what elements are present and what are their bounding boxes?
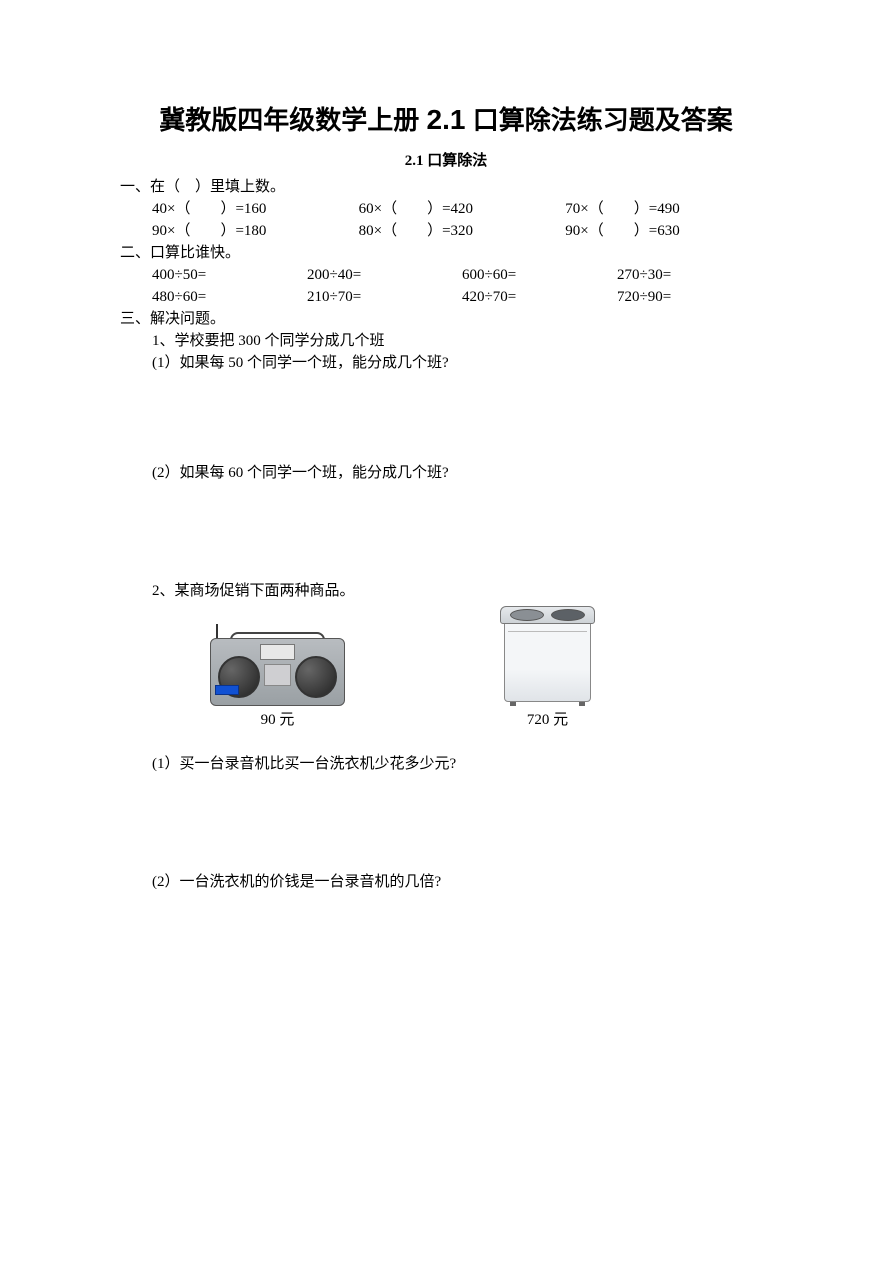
title-prefix: 冀教版四年级数学上册 <box>159 105 426 135</box>
section2-head: 二、口算比谁快。 <box>120 242 772 264</box>
eq: 420÷70= <box>462 286 617 308</box>
q2-sub2: (2）一台洗衣机的价钱是一台录音机的几倍? <box>120 871 772 893</box>
radio-price: 90 元 <box>210 708 345 729</box>
q1-sub1: (1）如果每 50 个同学一个班，能分成几个班? <box>120 352 772 374</box>
title-number: 2.1 <box>427 104 466 135</box>
eq: 200÷40= <box>307 264 462 286</box>
eq: 90×（ ）=630 <box>565 220 772 242</box>
eq: 720÷90= <box>617 286 772 308</box>
eq: 210÷70= <box>307 286 462 308</box>
section3-head: 三、解决问题。 <box>120 308 772 330</box>
radio-icon <box>210 634 345 706</box>
q1-intro: 1、学校要把 300 个同学分成几个班 <box>120 330 772 352</box>
q1-sub2: (2）如果每 60 个同学一个班，能分成几个班? <box>120 462 772 484</box>
eq: 90×（ ）=180 <box>152 220 359 242</box>
product-washer: 720 元 <box>500 606 595 729</box>
q2-sub1: (1）买一台录音机比买一台洗衣机少花多少元? <box>120 753 772 775</box>
eq: 40×（ ）=160 <box>152 198 359 220</box>
main-title: 冀教版四年级数学上册 2.1 口算除法练习题及答案 <box>120 100 772 137</box>
section1-row1: 40×（ ）=160 60×（ ）=420 70×（ ）=490 <box>120 198 772 220</box>
title-suffix: 口算除法练习题及答案 <box>465 105 732 135</box>
section2-row1: 400÷50= 200÷40= 600÷60= 270÷30= <box>120 264 772 286</box>
eq: 270÷30= <box>617 264 772 286</box>
subtitle: 2.1 口算除法 <box>120 149 772 170</box>
section2-row2: 480÷60= 210÷70= 420÷70= 720÷90= <box>120 286 772 308</box>
washer-price: 720 元 <box>500 708 595 729</box>
eq: 60×（ ）=420 <box>359 198 566 220</box>
products-row: 90 元 720 元 <box>120 606 772 729</box>
eq: 80×（ ）=320 <box>359 220 566 242</box>
q2-intro: 2、某商场促销下面两种商品。 <box>120 580 772 602</box>
eq: 400÷50= <box>152 264 307 286</box>
eq: 480÷60= <box>152 286 307 308</box>
eq: 70×（ ）=490 <box>565 198 772 220</box>
washer-icon <box>500 606 595 706</box>
product-radio: 90 元 <box>210 634 345 729</box>
eq: 600÷60= <box>462 264 617 286</box>
section1-row2: 90×（ ）=180 80×（ ）=320 90×（ ）=630 <box>120 220 772 242</box>
section1-head: 一、在（ ）里填上数。 <box>120 176 772 198</box>
